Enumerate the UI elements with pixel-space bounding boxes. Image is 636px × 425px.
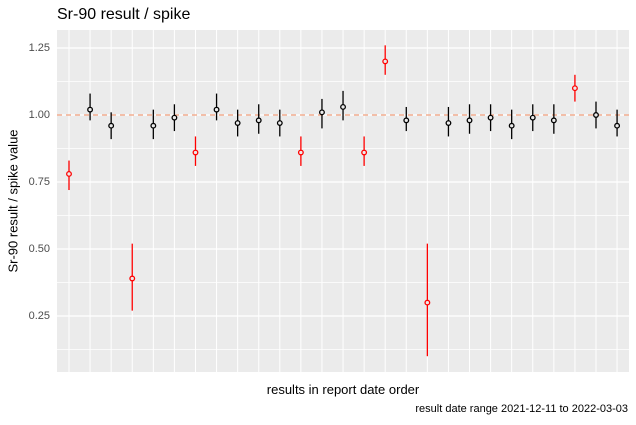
data-point <box>340 104 346 110</box>
data-point <box>403 117 410 124</box>
y-tick-label: 1.25 <box>28 41 50 54</box>
data-point <box>382 58 389 65</box>
data-point <box>550 117 557 124</box>
data-point <box>108 122 115 129</box>
x-axis-title: results in report date order <box>266 382 420 397</box>
data-point <box>276 120 283 126</box>
data-point <box>319 109 325 116</box>
y-tick-label: 0.25 <box>28 309 50 322</box>
y-tick-label: 0.50 <box>28 242 50 255</box>
data-point <box>424 299 431 306</box>
data-point <box>297 149 304 156</box>
data-point <box>466 117 473 124</box>
data-point <box>571 85 578 92</box>
data-point <box>529 114 536 121</box>
data-point <box>171 114 178 121</box>
data-point <box>487 114 494 121</box>
data-point <box>213 106 220 113</box>
data-point <box>361 149 368 156</box>
data-point <box>150 122 157 129</box>
data-point <box>255 117 262 124</box>
data-point <box>192 149 199 156</box>
y-tick-label: 0.75 <box>28 175 50 188</box>
chart-title: Sr-90 result / spike <box>57 6 191 23</box>
data-point <box>614 122 621 129</box>
data-point <box>87 106 94 113</box>
data-point <box>66 171 72 177</box>
data-point <box>593 112 599 118</box>
data-point <box>508 122 515 129</box>
data-point <box>129 275 136 282</box>
data-point <box>445 120 452 126</box>
y-tick-label: 1.00 <box>28 108 50 121</box>
data-point <box>234 120 241 126</box>
caption-date-range: result date range 2021-12-11 to 2022-03-… <box>415 403 628 415</box>
